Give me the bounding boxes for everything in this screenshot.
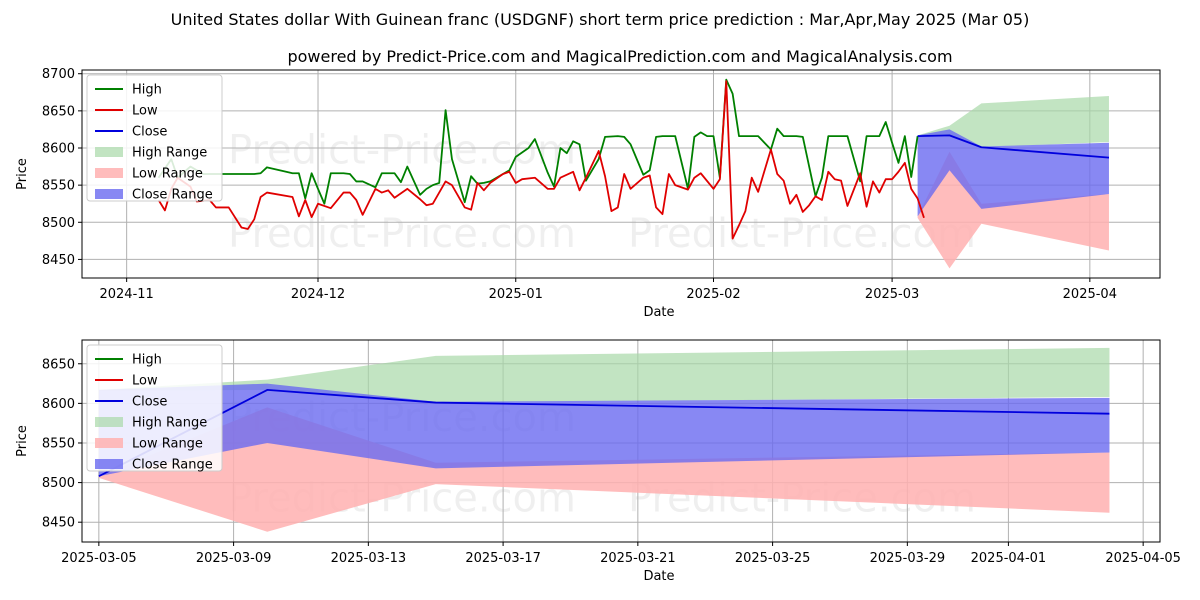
legend-label: Low	[132, 374, 158, 389]
legend-label: High Range	[132, 146, 207, 161]
legend-label: High	[132, 353, 162, 368]
x-tick-label: 2025-03-09	[196, 551, 272, 566]
watermark-text: Predict-Price.com	[228, 128, 576, 174]
y-tick-label: 8550	[42, 436, 75, 451]
legend-swatch-patch	[95, 438, 123, 448]
legend-swatch-patch	[95, 459, 123, 469]
x-tick-label: 2025-03-13	[331, 551, 407, 566]
high-range-band	[98, 347, 1110, 403]
chart-subtitle: powered by Predict-Price.com and Magical…	[287, 47, 952, 66]
y-tick-label: 8650	[42, 357, 75, 372]
watermark-text: Predict-Price.com	[628, 211, 976, 257]
x-tick-label: 2025-03-25	[735, 551, 811, 566]
legend-label: High	[132, 83, 162, 98]
close-range-band	[98, 383, 1110, 477]
y-tick-label: 8500	[42, 216, 75, 231]
high-series-line	[157, 78, 919, 205]
legend-swatch-patch	[95, 417, 123, 427]
high-range-band	[917, 96, 1109, 148]
plot-area	[98, 347, 1110, 532]
close-range-band	[917, 129, 1109, 217]
y-tick-label: 8450	[42, 516, 75, 531]
x-tick-label: 2025-03-21	[600, 551, 676, 566]
legend: High Low Close High Range Low Range Close Ran…	[86, 74, 223, 203]
x-tick-label: 2025-03	[865, 287, 919, 302]
top-panel: Predict-Price.com Predict-Price.com Predic…	[15, 67, 1161, 320]
x-tick-label: 2024-12	[291, 287, 345, 302]
y-axis-label: Price	[15, 425, 30, 457]
x-tick-label: 2025-04-05	[1105, 551, 1181, 566]
x-tick-label: 2025-04-01	[971, 551, 1047, 566]
legend-swatch-patch	[95, 189, 123, 199]
legend-label: Low Range	[132, 167, 203, 182]
bottom-panel: Predict-Price.comPredict-Price.comPredic…	[15, 339, 1181, 584]
watermark-text: Predict-Price.com	[228, 211, 576, 257]
x-axis-label: Date	[643, 569, 674, 584]
x-tick-label: 2025-03-29	[870, 551, 946, 566]
x-tick-label: 2025-01	[489, 287, 543, 302]
legend-label: Close Range	[132, 188, 213, 203]
legend-label: Low	[132, 104, 158, 119]
close-series-line	[917, 134, 1110, 159]
low-series-line	[157, 80, 925, 240]
y-tick-label: 8450	[42, 253, 75, 268]
y-tick-label: 8500	[42, 476, 75, 491]
x-tick-label: 2025-03-05	[61, 551, 137, 566]
x-tick-label: 2025-04	[1063, 287, 1117, 302]
legend-label: Close	[132, 395, 167, 410]
y-tick-label: 8650	[42, 104, 75, 119]
y-tick-label: 8600	[42, 397, 75, 412]
legend-label: High Range	[132, 416, 207, 431]
legend-swatch-patch	[95, 147, 123, 157]
legend-label: Close	[132, 125, 167, 140]
legend-swatch-patch	[95, 168, 123, 178]
x-axis-label: Date	[643, 305, 674, 320]
y-tick-label: 8550	[42, 179, 75, 194]
plot-frame	[81, 69, 1161, 279]
x-tick-label: 2024-11	[99, 287, 153, 302]
legend-label: Close Range	[132, 458, 213, 473]
y-tick-label: 8600	[42, 142, 75, 157]
x-tick-label: 2025-02	[686, 287, 740, 302]
legend: High Low Close High Range Low Range Close Ran…	[86, 344, 223, 473]
legend-label: Low Range	[132, 437, 203, 452]
chart-title: United States dollar With Guinean franc …	[171, 10, 1030, 29]
y-tick-label: 8700	[42, 67, 75, 82]
plot-area	[157, 78, 1110, 269]
x-tick-label: 2025-03-17	[465, 551, 541, 566]
plot-frame	[81, 339, 1161, 543]
y-axis-label: Price	[15, 158, 30, 190]
